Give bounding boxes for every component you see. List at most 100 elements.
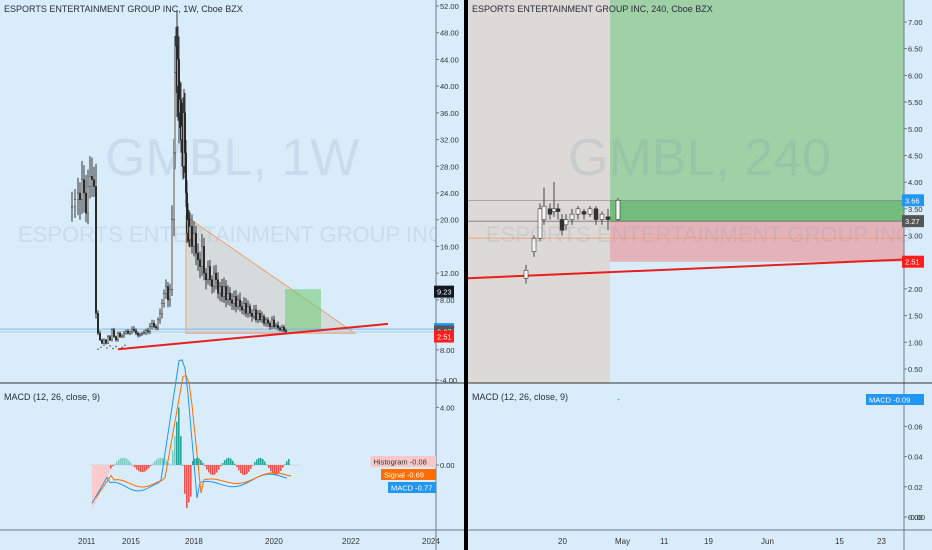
candle-body (214, 272, 217, 281)
candle-body (281, 327, 284, 331)
signal-line (95, 375, 292, 498)
stop-zone (610, 221, 904, 262)
candle-body (226, 292, 229, 301)
candle-body (114, 336, 117, 341)
candle-body (204, 272, 207, 281)
candle-body (92, 179, 95, 187)
candle-body (277, 325, 280, 329)
macd-histogram-bar (162, 458, 164, 465)
low-print-dot (100, 346, 102, 348)
macd-histogram-bar (198, 458, 200, 465)
low-print-dot (103, 344, 105, 346)
macd-histogram-bar (106, 465, 108, 478)
candle-body (200, 246, 203, 267)
candle-body (212, 272, 215, 287)
macd-histogram-bar (278, 465, 280, 474)
macd-histogram-bar (102, 465, 104, 487)
macd-histogram-bar (196, 457, 198, 465)
candle-body (222, 286, 225, 297)
price-badge-label: 9.23 (437, 288, 452, 297)
macd-histogram-bar (176, 421, 178, 465)
candle-body (82, 179, 85, 194)
candle-body (94, 186, 97, 314)
candle-body (279, 327, 282, 331)
macd-histogram-bar (200, 460, 202, 465)
macd-histogram-bar (192, 460, 194, 465)
macd-histogram-bar (212, 465, 214, 476)
low-print-dot (109, 345, 111, 347)
macd-histogram-bar (206, 465, 208, 470)
price-axis-bg (436, 0, 464, 550)
candle-body (271, 319, 274, 327)
macd-negative-tick: -0.00 (908, 513, 925, 522)
price-tick-label: 36.00 (440, 109, 459, 118)
macd-title: MACD (12, 26, close, 9) (4, 392, 101, 402)
macd-histogram-bar (152, 463, 154, 465)
macd-histogram-bar (260, 457, 262, 465)
weekly-chart-canvas[interactable]: 52.00 48.00 44.00 40.00 36.00 32.00 28.00 24.00… (0, 0, 464, 550)
macd-histogram-bar (258, 458, 260, 465)
time-tick-label: 20 (558, 537, 567, 546)
intraday-chart-pane[interactable]: 7.006.506.005.505.004.504.003.503.002.50… (468, 0, 932, 550)
macd-histogram-bar (234, 463, 236, 465)
price-tick-label: 3.50 (908, 205, 923, 214)
candle-body (228, 292, 231, 301)
macd-histogram-bar (256, 459, 258, 465)
macd-badge-label: MACD -0.09 (869, 396, 910, 405)
macd-histogram-bar (154, 461, 156, 465)
macd-histogram-bar (254, 462, 256, 465)
profit-zone (610, 0, 904, 201)
macd-histogram-bar (174, 436, 176, 465)
candle-body (142, 332, 145, 334)
price-tick-label: 8.00 (440, 296, 455, 305)
triangle-pattern (185, 215, 357, 334)
candle-body (90, 176, 93, 180)
price-badge-bg (902, 194, 924, 207)
macd-histogram-bar (184, 465, 186, 494)
macd-histogram-bar (140, 465, 142, 473)
candle-body (593, 208, 599, 220)
time-tick-label: 2020 (265, 537, 283, 546)
candle-body (70, 206, 73, 208)
macd-histogram-bar (190, 465, 192, 497)
candle-body (246, 306, 249, 314)
weekly-chart-pane[interactable]: GMBL, 1W ESPORTS ENTERTAINMENT GROUP INC… (0, 0, 464, 550)
macd-histogram-bar (240, 465, 242, 474)
candle-body (150, 323, 153, 327)
candle-body (162, 292, 165, 304)
shaded-past-region (468, 0, 610, 383)
low-print-dot (112, 347, 114, 350)
candle-body (198, 259, 201, 267)
macd-legend-bg (370, 456, 436, 467)
candle-body (555, 208, 561, 212)
price-tick-label: 44.00 (440, 55, 459, 64)
macd-histogram-bar (244, 465, 246, 476)
macd-histogram-bar (146, 465, 148, 471)
time-tick-label: 2024 (422, 537, 440, 546)
candle-body (112, 329, 115, 337)
candle-body (208, 266, 211, 281)
candle-body (164, 286, 167, 294)
candle-body (248, 306, 251, 314)
candle-body (267, 319, 270, 324)
macd-dot (618, 399, 620, 401)
target-box (285, 289, 321, 332)
macd-histogram-bar (126, 458, 128, 465)
macd-histogram-bar (232, 460, 234, 465)
candle-body (116, 333, 119, 341)
candle-body (252, 309, 255, 317)
candle-body (126, 331, 129, 334)
candle-body (254, 309, 257, 321)
support-trendline (468, 258, 905, 280)
macd-histogram-bar (270, 465, 272, 472)
price-badge-bg (902, 255, 924, 268)
low-print-dot (115, 345, 117, 348)
support-trendline (117, 322, 389, 351)
candle-body (148, 326, 151, 332)
candle-body (158, 313, 161, 321)
macd-histogram-bar (98, 465, 100, 496)
intraday-chart-canvas[interactable]: 7.006.506.005.505.004.504.003.503.002.50… (468, 0, 932, 550)
pane-divider[interactable] (464, 0, 468, 550)
candle-body (218, 286, 221, 294)
macd-histogram-bar (142, 465, 144, 473)
